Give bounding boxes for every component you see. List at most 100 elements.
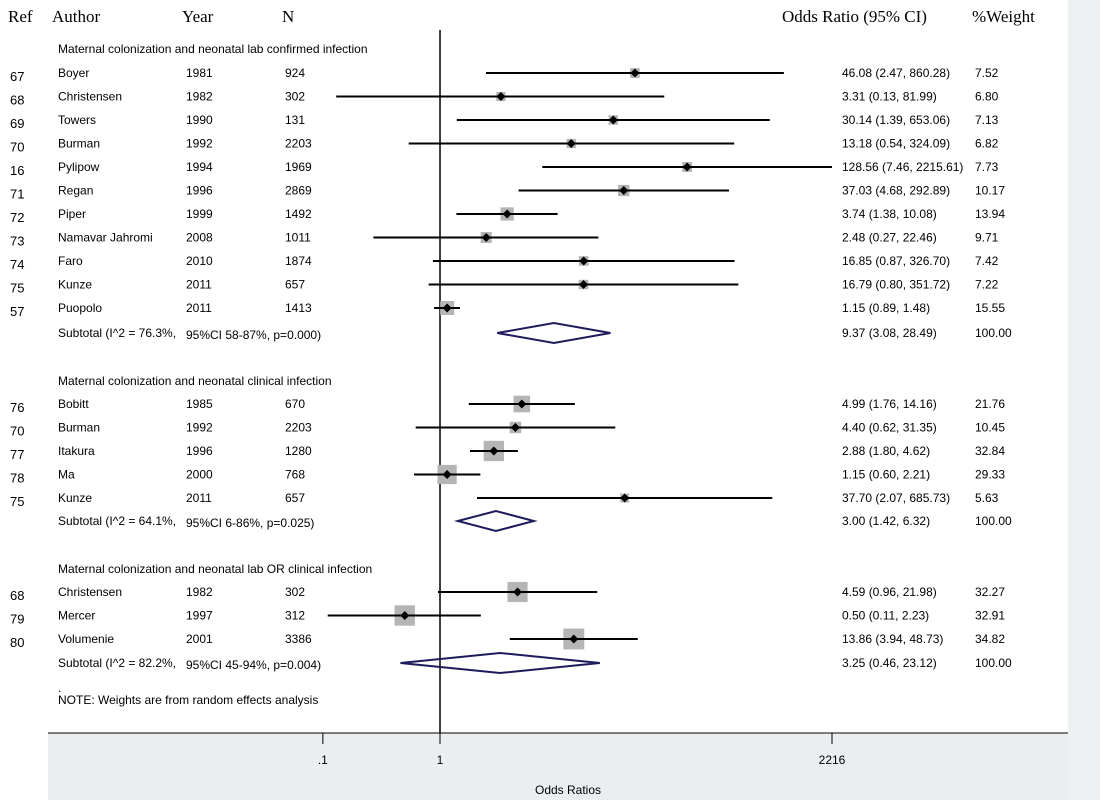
year-cell: 2010	[186, 254, 213, 268]
weight-cell: 21.76	[975, 397, 1005, 411]
ref-cell: 78	[10, 471, 24, 486]
ci-text-cell: 4.40 (0.62, 31.35)	[842, 421, 937, 435]
ci-text-cell: 30.14 (1.39, 653.06)	[842, 113, 950, 127]
subtotal-diamond	[497, 321, 611, 345]
point-estimate	[619, 186, 629, 195]
ci-text-cell: 2.88 (1.80, 4.62)	[842, 444, 930, 458]
ref-cell: 71	[10, 187, 24, 202]
weight-cell: 6.80	[975, 90, 999, 104]
weight-cell: 6.82	[975, 137, 999, 151]
point-estimate	[569, 634, 579, 644]
column-headers: Ref Author Year N Odds Ratio (95% CI) %W…	[8, 7, 1035, 26]
n-cell: 657	[285, 491, 305, 505]
ci-text-cell: 16.79 (0.80, 351.72)	[842, 278, 950, 292]
year-cell: 1994	[186, 160, 213, 174]
author-cell: Towers	[58, 113, 96, 127]
subtotal-diamond	[453, 509, 538, 533]
year-cell: 1982	[186, 90, 213, 104]
subtotal-ci-label: 95%CI 6-86%, p=0.025)	[186, 516, 314, 530]
n-cell: 924	[285, 66, 305, 80]
author-cell: Kunze	[58, 278, 92, 292]
ref-cell: 79	[10, 612, 24, 627]
point-estimate	[620, 493, 630, 503]
n-cell: 302	[285, 585, 305, 599]
subtotal-ci-text: 9.37 (3.08, 28.49)	[842, 326, 937, 340]
n-cell: 3386	[285, 632, 312, 646]
subtotal-ci-text: 3.25 (0.46, 23.12)	[842, 656, 937, 670]
year-cell: 1997	[186, 609, 213, 623]
n-cell: 1011	[285, 231, 311, 245]
year-cell: 1992	[186, 137, 213, 151]
subtotal-ci-text: 3.00 (1.42, 6.32)	[842, 514, 930, 528]
ci-text-cell: 13.86 (3.94, 48.73)	[842, 632, 943, 646]
weight-cell: 29.33	[975, 468, 1005, 482]
n-cell: 1969	[285, 160, 312, 174]
header-author: Author	[52, 7, 101, 26]
author-cell: Ma	[58, 468, 75, 482]
point-estimate	[579, 256, 589, 266]
ref-cell: 72	[10, 210, 24, 225]
x-axis-label: Odds Ratios	[535, 783, 601, 797]
note-mark: .	[58, 681, 61, 695]
year-cell: 1992	[186, 421, 213, 435]
point-estimate	[496, 92, 506, 101]
weight-cell: 7.52	[975, 66, 999, 80]
weight-cell: 5.63	[975, 491, 999, 505]
weight-cell: 7.73	[975, 160, 999, 174]
x-tick-label: 2216	[819, 753, 846, 767]
author-cell: Namavar Jahromi	[58, 231, 153, 245]
ref-cell: 68	[10, 588, 24, 603]
ci-text-cell: 1.15 (0.89, 1.48)	[842, 301, 930, 315]
weight-cell: 15.55	[975, 301, 1005, 315]
header-odds-ratio: Odds Ratio (95% CI)	[782, 7, 927, 26]
n-cell: 1280	[285, 444, 312, 458]
year-cell: 2011	[186, 278, 212, 292]
header-n: N	[282, 7, 294, 26]
header-year: Year	[182, 7, 214, 26]
year-cell: 2000	[186, 468, 213, 482]
year-cell: 1981	[186, 66, 213, 80]
year-cell: 1999	[186, 207, 213, 221]
ci-text-cell: 3.31 (0.13, 81.99)	[842, 90, 937, 104]
subtotal-ci-label: 95%CI 58-87%, p=0.000)	[186, 328, 321, 342]
weight-cell: 9.71	[975, 231, 999, 245]
ci-text-cell: 37.70 (2.07, 685.73)	[842, 491, 950, 505]
point-estimate	[510, 423, 520, 432]
year-cell: 1985	[186, 397, 213, 411]
point-estimate	[400, 611, 410, 620]
author-cell: Pylipow	[58, 160, 100, 174]
point-estimate	[442, 303, 452, 313]
ci-text-cell: 16.85 (0.87, 326.70)	[842, 254, 950, 268]
weight-cell: 10.17	[975, 184, 1005, 198]
weight-cell: 34.82	[975, 632, 1005, 646]
x-axis: .1 1 2216 Odds Ratios	[48, 732, 1068, 797]
year-cell: 1982	[186, 585, 213, 599]
weight-cell: 7.13	[975, 113, 999, 127]
ref-cell: 80	[10, 635, 24, 650]
point-estimate	[489, 446, 499, 456]
year-cell: 1996	[186, 444, 213, 458]
section-title: Maternal colonization and neonatal lab O…	[58, 562, 372, 576]
ref-cell: 70	[10, 140, 24, 155]
ci-text-cell: 13.18 (0.54, 324.09)	[842, 137, 950, 151]
subtotal-label: Subtotal (I^2 = 82.2%,	[58, 656, 176, 670]
author-cell: Christensen	[58, 585, 122, 599]
author-cell: Burman	[58, 421, 100, 435]
weight-cell: 32.91	[975, 609, 1005, 623]
subtotal-diamond	[400, 651, 600, 675]
author-cell: Itakura	[58, 444, 95, 458]
study-rows: Maternal colonization and neonatal lab c…	[10, 42, 1012, 672]
author-cell: Burman	[58, 137, 100, 151]
x-tick-label: .1	[318, 753, 328, 767]
author-cell: Christensen	[58, 90, 122, 104]
year-cell: 2008	[186, 231, 213, 245]
ref-cell: 73	[10, 234, 24, 249]
point-estimate	[513, 587, 523, 597]
subtotal-weight: 100.00	[975, 656, 1012, 670]
weight-cell: 13.94	[975, 207, 1005, 221]
ci-text-cell: 46.08 (2.47, 860.28)	[842, 66, 950, 80]
subtotal-label: Subtotal (I^2 = 64.1%,	[58, 514, 176, 528]
section-title: Maternal colonization and neonatal lab c…	[58, 42, 368, 56]
author-cell: Piper	[58, 207, 86, 221]
